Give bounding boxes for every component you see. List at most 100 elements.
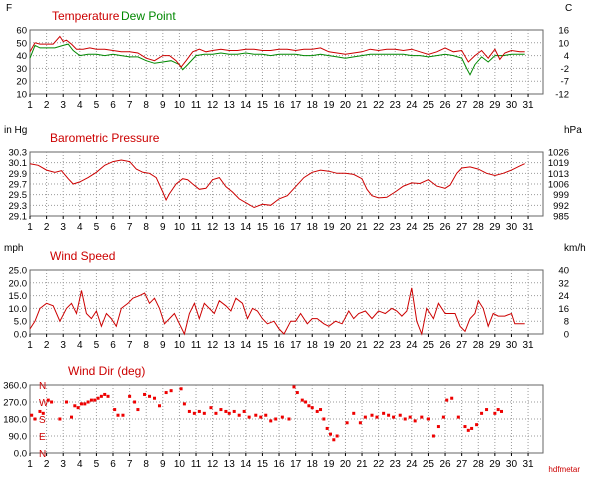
x-tick-label: 18 xyxy=(307,100,319,111)
data-point xyxy=(202,411,206,415)
data-point xyxy=(300,398,304,402)
x-tick-label: 1 xyxy=(27,100,33,111)
x-tick-label: 12 xyxy=(207,340,219,351)
data-point xyxy=(106,394,110,398)
compass-label: S xyxy=(39,415,46,426)
x-tick-label: 3 xyxy=(60,100,66,111)
legend-dew-point: Dew Point xyxy=(121,9,176,23)
plot-frame xyxy=(29,151,544,217)
data-point xyxy=(86,400,90,404)
data-point xyxy=(33,417,37,421)
x-tick-label: 10 xyxy=(174,459,186,470)
data-point xyxy=(463,425,467,429)
data-point xyxy=(182,402,186,406)
x-tick-label: 5 xyxy=(94,222,100,233)
data-point xyxy=(445,398,449,402)
data-point xyxy=(89,398,93,402)
x-tick-label: 26 xyxy=(439,459,451,470)
x-tick-label: 28 xyxy=(473,100,485,111)
y-tick-label-left: 30.1 xyxy=(9,158,28,169)
data-point xyxy=(480,411,484,415)
y-tick-label-right: 8 xyxy=(564,317,569,328)
data-point xyxy=(197,409,201,413)
x-tick-label: 16 xyxy=(273,340,285,351)
data-point xyxy=(70,415,74,419)
x-tick-label: 5 xyxy=(94,340,100,351)
data-point xyxy=(332,438,336,442)
x-tick-label: 8 xyxy=(143,100,149,111)
data-point xyxy=(219,408,223,412)
y-tick-label-right: 1006 xyxy=(548,180,569,191)
plot-frame xyxy=(29,384,544,454)
y-tick-label-right: 16 xyxy=(558,304,569,315)
x-tick-label: 8 xyxy=(143,222,149,233)
x-tick-label: 7 xyxy=(127,222,133,233)
x-tick-label: 19 xyxy=(323,222,335,233)
data-point xyxy=(363,415,367,419)
y-tick-label-left: 30.3 xyxy=(9,148,28,159)
x-tick-label: 25 xyxy=(423,459,435,470)
y-axis-label-right: C xyxy=(565,3,572,14)
x-tick-label: 28 xyxy=(473,459,485,470)
x-tick-label: 20 xyxy=(340,100,352,111)
y-tick-label-left: 30 xyxy=(16,64,27,75)
x-tick-label: 23 xyxy=(390,459,402,470)
x-tick-label: 16 xyxy=(273,222,285,233)
data-point xyxy=(121,413,125,417)
x-tick-label: 5 xyxy=(94,459,100,470)
compass-label: N xyxy=(39,449,46,460)
data-point xyxy=(345,421,349,425)
data-point xyxy=(328,432,332,436)
x-tick-label: 30 xyxy=(506,340,518,351)
data-point xyxy=(450,396,454,400)
x-tick-label: 24 xyxy=(406,459,418,470)
x-tick-label: 13 xyxy=(224,222,236,233)
y-tick-label-right: 1026 xyxy=(548,148,569,159)
compass-label: W xyxy=(39,398,49,409)
x-tick-label: 12 xyxy=(207,459,219,470)
data-point xyxy=(79,402,83,406)
data-point xyxy=(169,389,173,393)
y-tick-label-left: 40 xyxy=(16,51,27,62)
x-tick-label: 28 xyxy=(473,222,485,233)
x-tick-label: 17 xyxy=(290,100,302,111)
chart-title: Barometric Pressure xyxy=(50,131,160,145)
data-point xyxy=(398,413,402,417)
data-point xyxy=(325,426,329,430)
x-tick-label: 13 xyxy=(224,340,236,351)
x-tick-label: 22 xyxy=(373,459,385,470)
x-tick-label: 30 xyxy=(506,459,518,470)
data-point xyxy=(136,408,140,412)
x-tick-label: 3 xyxy=(60,340,66,351)
x-tick-label: 25 xyxy=(423,222,435,233)
x-tick-label: 20 xyxy=(340,459,352,470)
data-point xyxy=(499,409,503,413)
x-tick-label: 18 xyxy=(307,222,319,233)
data-point xyxy=(387,413,391,417)
x-tick-label: 6 xyxy=(110,222,116,233)
y-tick-label-right: 1013 xyxy=(548,169,569,180)
data-point xyxy=(164,391,168,395)
data-point xyxy=(319,408,323,412)
x-tick-label: 18 xyxy=(307,459,319,470)
x-tick-label: 17 xyxy=(290,222,302,233)
data-point xyxy=(413,419,417,423)
x-tick-label: 4 xyxy=(77,222,83,233)
data-point xyxy=(315,409,319,413)
x-tick-label: 18 xyxy=(307,340,319,351)
y-tick-label-right: 999 xyxy=(553,190,569,201)
x-tick-label: 7 xyxy=(127,100,133,111)
watermark: hdfmetar xyxy=(548,465,580,474)
x-tick-label: 27 xyxy=(456,459,468,470)
data-point xyxy=(274,417,278,421)
x-tick-label: 14 xyxy=(240,459,252,470)
x-tick-label: 11 xyxy=(191,340,202,351)
x-tick-label: 1 xyxy=(27,459,33,470)
y-tick-label-left: 29.3 xyxy=(9,201,28,212)
data-point xyxy=(441,415,445,419)
data-point xyxy=(295,391,299,395)
y-tick-label-left: 360.0 xyxy=(3,381,27,392)
